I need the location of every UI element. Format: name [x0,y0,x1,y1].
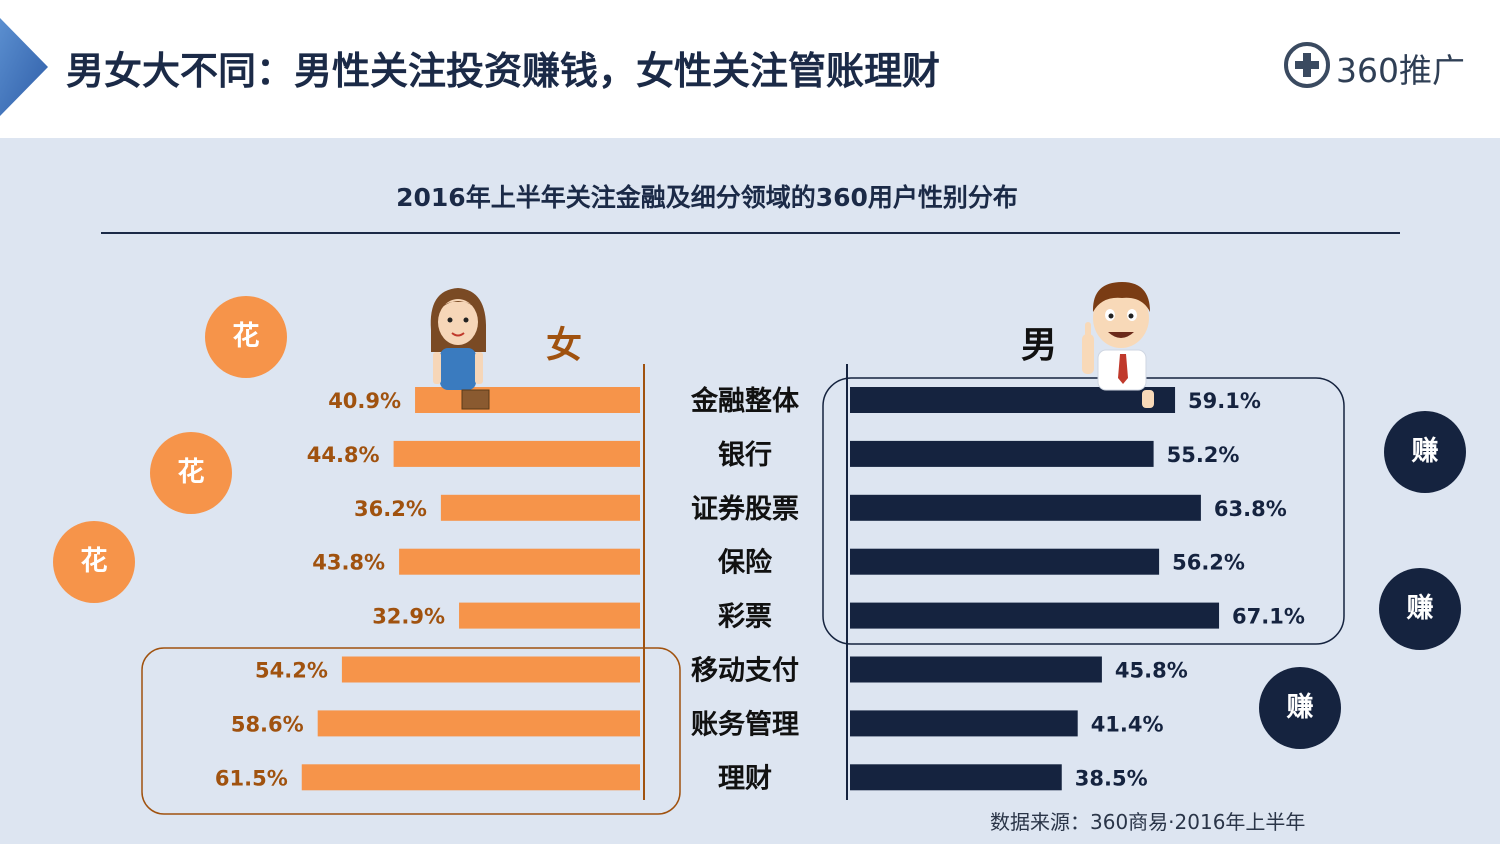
category-label: 保险 [717,547,773,579]
plus-circle-icon [1284,42,1330,88]
female-value-label: 40.9% [328,389,401,413]
title-divider [101,232,1400,234]
female-bar [440,494,640,521]
male-series-label: 男 [1021,325,1058,366]
header-arrow-icon [0,18,48,116]
chart-title: 2016年上半年关注金融及细分领域的360用户性别分布 [396,183,1018,212]
male-bar [850,387,1176,413]
header-bar: 男女大不同：男性关注投资赚钱，女性关注管账理财 360推广 [0,0,1500,138]
male-value-label: 55.2% [1167,443,1240,467]
category-label: 账务管理 [691,709,799,740]
male-value-label: 45.8% [1115,659,1188,683]
logo-text: 360推广 [1336,51,1465,90]
male-bar [850,710,1078,737]
male-value-label: 38.5% [1075,766,1148,790]
female-bar [399,548,640,575]
female-value-label: 61.5% [215,766,288,790]
spend-badge: 花 [205,296,287,378]
female-bar [341,656,640,683]
earn-badge: 赚 [1379,568,1461,650]
female-bar [393,440,640,467]
female-bar [459,602,640,629]
female-value-label: 54.2% [255,659,328,683]
earn-badge: 赚 [1384,411,1466,493]
male-bar [850,656,1102,683]
male-bar [850,548,1160,575]
female-value-label: 58.6% [231,712,304,736]
male-highlight-box [822,377,1345,645]
brand-logo: 360推广 [1282,40,1482,90]
male-value-label: 41.4% [1091,712,1164,736]
male-bar [850,602,1220,629]
spend-badge: 花 [53,521,135,603]
female-value-label: 36.2% [354,497,427,521]
earn-badge: 赚 [1259,667,1341,749]
male-value-label: 59.1% [1188,389,1261,413]
category-label: 彩票 [718,602,772,633]
category-label: 证券股票 [691,493,799,525]
male-bar [850,764,1062,791]
female-series-label: 女 [546,325,583,366]
female-bars: 40.9% 44.8% 36.2% 43.8% 32.9% 54.2% 58.6% 61.5% [215,387,640,791]
female-value-label: 44.8% [307,443,380,467]
male-bar [850,494,1201,521]
category-label: 银行 [718,439,772,471]
male-value-label: 67.1% [1232,605,1305,629]
woman-illustration [430,288,490,410]
spend-badge: 花 [150,432,232,514]
female-value-label: 43.8% [312,551,385,575]
male-value-label: 56.2% [1172,551,1245,575]
female-bar [415,387,640,413]
male-value-label: 63.8% [1214,497,1287,521]
female-bar [301,764,640,791]
category-label: 理财 [718,763,772,794]
page-title: 男女大不同：男性关注投资赚钱，女性关注管账理财 [66,49,941,93]
main-panel [0,138,1500,844]
category-label: 金融整体 [690,385,800,417]
female-bar [317,710,640,737]
source-note: 数据来源：360商易·2016年上半年 [990,810,1306,834]
female-value-label: 32.9% [372,605,445,629]
category-label: 移动支付 [691,656,799,687]
male-bar [850,440,1154,467]
male-bars: 59.1% 55.2% 63.8% 56.2% 67.1% 45.8% 41.4% 38.5% [850,387,1305,791]
female-highlight-box [141,647,681,815]
man-illustration [1082,282,1154,408]
